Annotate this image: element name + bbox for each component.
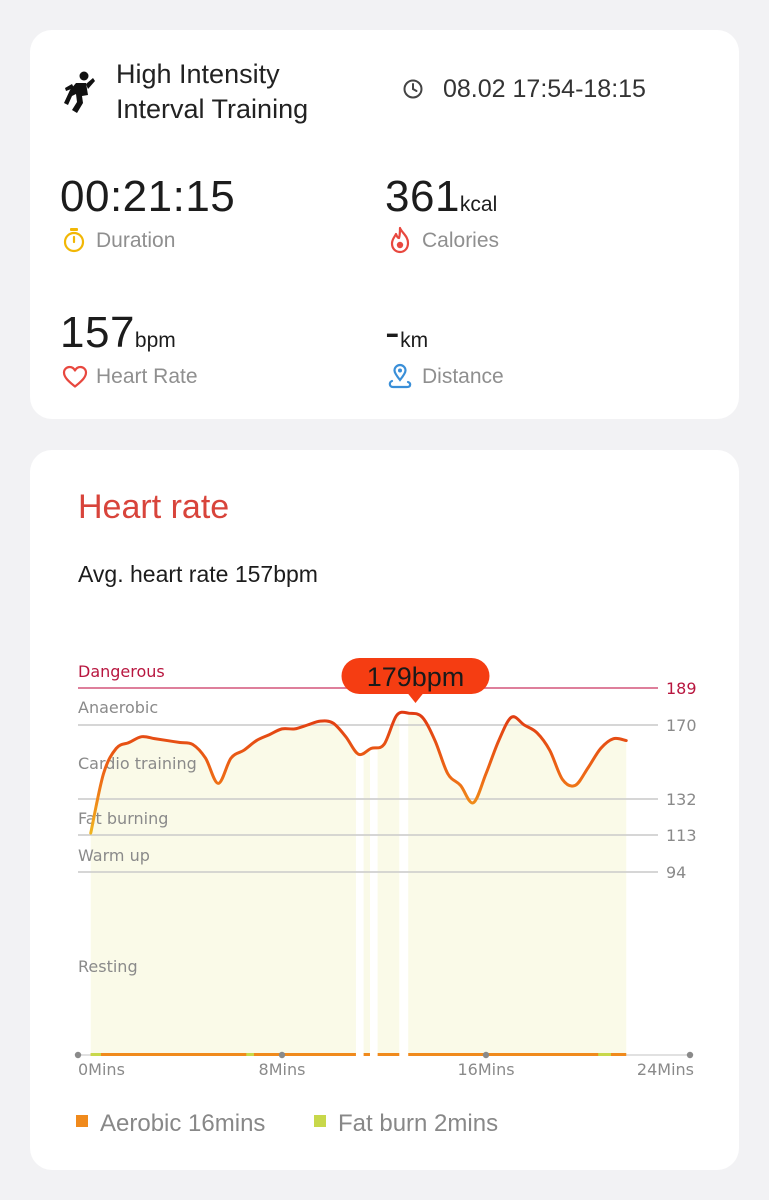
fat-burn-legend-label: Fat burn 2mins <box>338 1110 499 1137</box>
heart-icon <box>62 365 88 389</box>
aerobic-legend-label: Aerobic 16mins <box>100 1110 266 1137</box>
heart-rate-section-title: Heart rate <box>78 488 230 526</box>
calories-stat: 361kcal <box>385 172 497 222</box>
heart-rate-line <box>89 710 628 835</box>
fat-burn-legend-swatch <box>314 1115 326 1127</box>
flame-icon <box>388 226 412 254</box>
workout-summary-card: High Intensity Interval Training 08.02 1… <box>30 30 739 419</box>
y-tick-label-189: 189 <box>666 679 697 698</box>
heart-rate-label: Heart Rate <box>96 365 198 388</box>
data-gap-2 <box>369 640 378 1055</box>
heart-rate-value: 157 <box>60 308 135 357</box>
zone-label-fat-burning: Fat burning <box>78 809 168 828</box>
calories-value: 361 <box>385 172 460 221</box>
axis-gap-1 <box>355 1052 364 1057</box>
distance-label: Distance <box>422 365 504 388</box>
zone-label-cardio-training: Cardio training <box>78 754 197 773</box>
heart-rate-card: Heart rate Avg. heart rate 157bpm 94 113 1… <box>30 450 739 1170</box>
x-tick-label-3: 24Mins <box>637 1060 694 1079</box>
stopwatch-icon <box>62 227 86 253</box>
calories-unit: kcal <box>459 193 498 216</box>
distance-value: - <box>385 308 401 357</box>
heart-rate-stat: 157bpm <box>60 308 176 358</box>
x-tick-label-1: 8Mins <box>259 1060 306 1079</box>
max-heart-rate-pointer <box>407 693 424 703</box>
duration-stat: 00:21:15 <box>60 172 235 222</box>
x-tick-dot-2 <box>482 1051 490 1059</box>
x-tick-label-0: 0Mins <box>78 1060 125 1079</box>
location-pin-icon <box>387 363 413 391</box>
fat-burn-time-bar-2 <box>246 1053 254 1056</box>
x-tick-dot-3 <box>686 1051 694 1059</box>
fat-burn-time-bar-1 <box>90 1053 101 1056</box>
x-tick-dot-1 <box>278 1051 286 1059</box>
zone-label-warm-up: Warm up <box>78 846 150 865</box>
x-tick-label-2: 16Mins <box>457 1060 514 1079</box>
heart-rate-unit: bpm <box>134 329 176 352</box>
aerobic-legend-swatch <box>76 1115 88 1127</box>
fat-burn-time-bar-3 <box>598 1053 611 1056</box>
data-gap-1 <box>355 640 364 1055</box>
zone-label-resting: Resting <box>78 957 138 976</box>
clock-icon <box>402 78 424 100</box>
workout-title-line2: Interval Training <box>116 94 309 124</box>
distance-unit: km <box>400 329 429 352</box>
axis-gap-3 <box>399 1052 409 1057</box>
axis-gap-2 <box>369 1052 378 1057</box>
y-tick-label-94: 94 <box>666 863 686 882</box>
zone-label-anaerobic: Anaerobic <box>78 698 158 717</box>
data-gap-3 <box>399 640 409 1055</box>
max-heart-rate-label: 179bpm <box>367 662 465 692</box>
workout-title: High Intensity Interval Training <box>116 57 308 127</box>
y-tick-label-113: 113 <box>666 826 697 845</box>
duration-label: Duration <box>96 229 176 252</box>
workout-title-line1: High Intensity <box>116 59 280 89</box>
zone-label-dangerous: Dangerous <box>78 662 165 681</box>
average-heart-rate: Avg. heart rate 157bpm <box>78 561 318 587</box>
hiit-workout-icon <box>62 70 96 114</box>
heart-rate-chart: 94 113 132 170 189 Dangerous Anaerobic Cardio t… <box>74 640 697 1079</box>
calories-label: Calories <box>422 229 500 252</box>
y-tick-label-170: 170 <box>666 716 697 735</box>
duration-value: 00:21:15 <box>60 172 236 221</box>
y-tick-label-132: 132 <box>666 790 697 809</box>
x-tick-dot-0 <box>74 1051 82 1059</box>
workout-time-range: 08.02 17:54-18:15 <box>443 75 646 103</box>
distance-stat: -km <box>385 308 428 358</box>
max-heart-rate-bubble <box>341 658 490 694</box>
